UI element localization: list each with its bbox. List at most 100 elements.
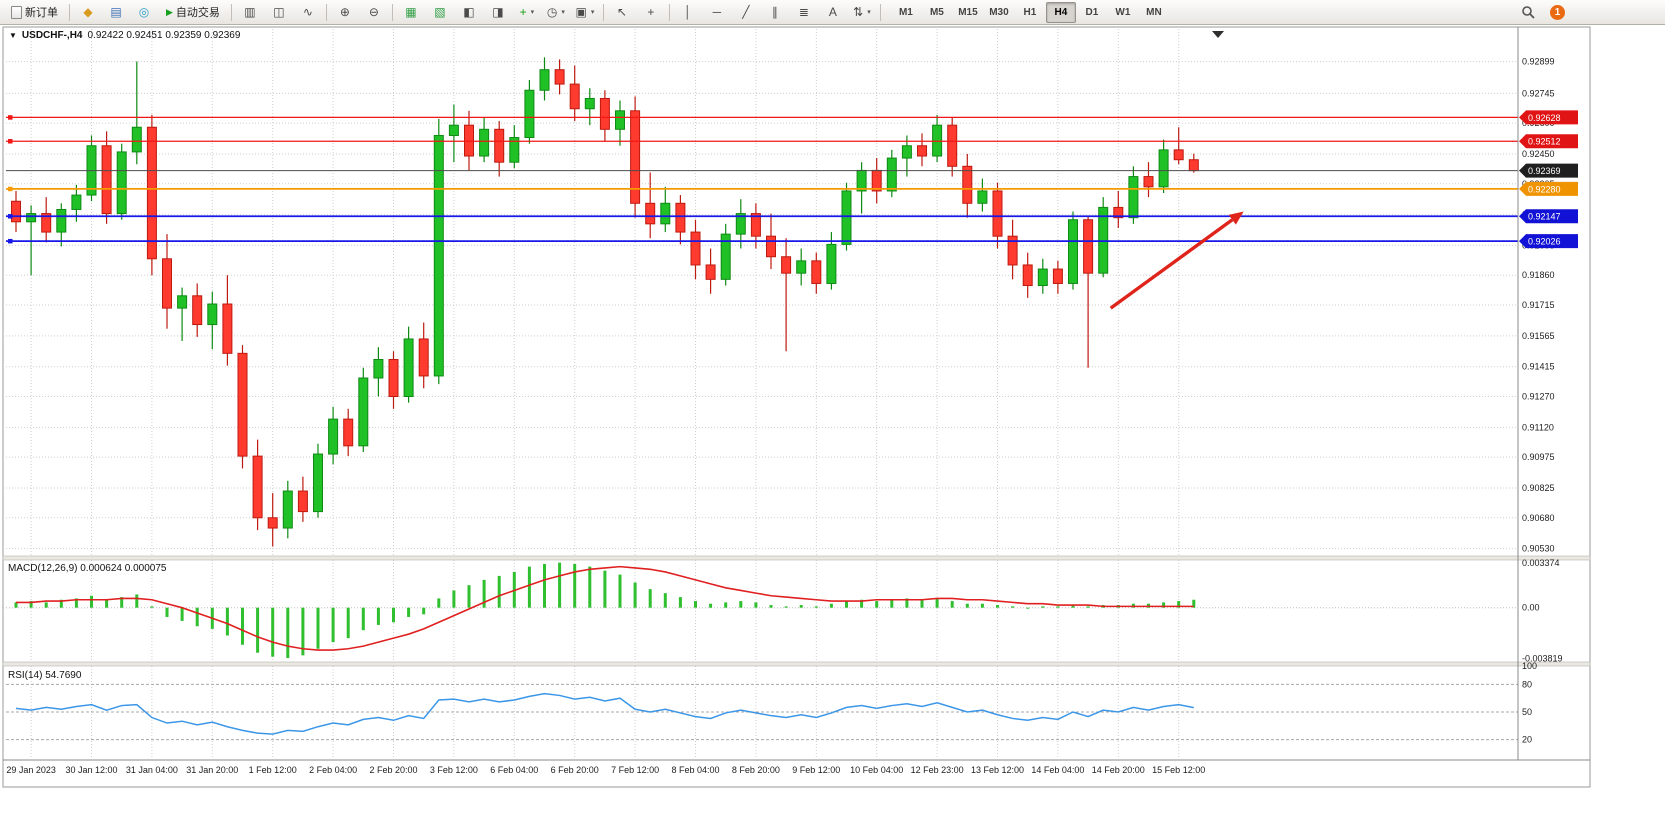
line-handle[interactable] — [8, 238, 13, 244]
trend-arrow-shaft[interactable] — [1109, 218, 1234, 310]
macd-bar — [573, 563, 577, 608]
candle — [796, 260, 807, 274]
candle — [554, 69, 565, 85]
zoom-out-icon[interactable]: ⊖ — [360, 1, 388, 24]
channel-icon[interactable]: ∥ — [761, 1, 789, 24]
pane-separator[interactable] — [2, 661, 1591, 667]
periods-button-glyph: ◷ — [546, 5, 558, 19]
new-order-button[interactable]: 新订单 — [4, 1, 65, 24]
dropdown-arrow-icon: ▾ — [530, 9, 535, 16]
candle — [71, 194, 82, 210]
timeframe-H4[interactable]: H4 — [1045, 1, 1076, 23]
macd-bar — [331, 607, 335, 643]
time-axis-label: 29 Jan 2023 — [6, 765, 56, 775]
price-axis-label: 0.90680 — [1522, 513, 1555, 523]
chart-menu-icon[interactable]: ▼ — [9, 31, 17, 40]
vertical-line-icon[interactable]: │ — [674, 1, 702, 24]
macd-bar — [754, 602, 758, 608]
cascade-windows-icon[interactable]: ▧ — [426, 1, 454, 24]
arrows-button[interactable]: ⇅ ▾ — [848, 1, 876, 24]
navigator-icon[interactable]: ◎ — [130, 1, 158, 24]
candle — [146, 126, 157, 260]
timeframe-M1[interactable]: M1 — [898, 6, 913, 18]
line-handle[interactable] — [8, 115, 13, 120]
cursor-icon[interactable]: ↖ — [608, 1, 636, 24]
macd-bar — [603, 570, 607, 608]
search-icon[interactable] — [1514, 1, 1542, 24]
price-badge-label: 0.92026 — [1528, 237, 1561, 247]
macd-bar — [59, 599, 63, 608]
chart-canvas[interactable]: 29 Jan 2023 30 Jan 12:00 31 Jan 04:00 31 Ja… — [0, 25, 1665, 838]
autotrading-button[interactable]: ▶ 自动交易 — [159, 1, 227, 24]
candle — [630, 110, 641, 204]
pane-separator[interactable] — [2, 555, 1591, 561]
timeframe-M5[interactable]: M5 — [929, 6, 944, 18]
candle — [690, 231, 701, 266]
candle — [720, 233, 731, 280]
candle — [766, 235, 776, 258]
trend-arrow-head[interactable] — [1228, 211, 1244, 225]
timeframe-M15[interactable]: M15 — [958, 6, 978, 18]
timeframe-M30[interactable]: M30 — [989, 6, 1009, 18]
timeframe-D1[interactable]: D1 — [1085, 6, 1099, 18]
chart-line-icon[interactable]: ∿ — [294, 1, 322, 24]
zoom-in-icon[interactable]: ⊕ — [331, 1, 359, 24]
zoom-in-icon-glyph: ⊕ — [339, 5, 350, 19]
crosshair-icon[interactable]: + — [637, 1, 665, 24]
macd-bar — [663, 593, 667, 608]
macd-bar — [422, 607, 426, 615]
macd-bar — [1177, 601, 1181, 608]
line-handle[interactable] — [8, 214, 13, 219]
time-axis[interactable] — [3, 761, 1518, 787]
fibonacci-icon[interactable]: ≣ — [790, 1, 818, 24]
macd-bar — [1086, 606, 1090, 608]
price-axis[interactable] — [1519, 27, 1590, 760]
metaeditor-icon[interactable]: ◆ — [74, 1, 102, 24]
time-axis-label: 12 Feb 23:00 — [911, 765, 964, 775]
macd-bar — [452, 590, 456, 608]
candle — [101, 145, 112, 215]
candle — [509, 137, 520, 163]
line-handle[interactable] — [8, 139, 13, 144]
macd-bar — [905, 598, 909, 608]
templates-button[interactable]: ▣ ▾ — [571, 1, 599, 24]
time-axis-label: 1 Feb 12:00 — [249, 765, 297, 775]
candle — [222, 303, 233, 354]
macd-bar — [678, 597, 682, 608]
candle — [267, 517, 278, 529]
macd-bar — [527, 566, 531, 608]
macd-bar — [996, 605, 999, 608]
time-axis-label: 6 Feb 20:00 — [551, 765, 599, 775]
channel-icon-glyph: ∥ — [771, 5, 778, 19]
market-watch-icon[interactable]: ▤ — [102, 1, 130, 24]
timeframe-H1[interactable]: H1 — [1023, 6, 1037, 18]
chart-forward-icon[interactable]: ◨ — [484, 1, 512, 24]
timeframe-MN[interactable]: MN — [1146, 6, 1162, 18]
notification-badge[interactable]: 1 — [1550, 4, 1565, 20]
text-icon[interactable]: A — [819, 1, 847, 24]
timeframe-W1[interactable]: W1 — [1115, 6, 1131, 18]
chart-symbol: USDCHF-,H4 — [21, 30, 83, 41]
chart-shift-marker[interactable] — [1212, 31, 1224, 38]
trendline-icon[interactable]: ╱ — [732, 1, 760, 24]
macd-bar — [376, 607, 380, 625]
macd-bar — [633, 582, 637, 608]
horizontal-line-icon[interactable]: ─ — [703, 1, 731, 24]
price-badge-label: 0.92280 — [1528, 184, 1561, 194]
tile-windows-icon[interactable]: ▦ — [397, 1, 425, 24]
periods-button[interactable]: ◷ ▾ — [542, 1, 570, 24]
macd-bar — [497, 575, 501, 608]
time-axis-label: 6 Feb 04:00 — [490, 765, 538, 775]
candle — [479, 128, 490, 157]
candle — [41, 213, 52, 233]
candle — [1022, 264, 1033, 287]
chart-bars-icon[interactable]: ▥ — [236, 1, 264, 24]
chart-candles-icon[interactable]: ◫ — [265, 1, 293, 24]
chart-back-icon[interactable]: ◧ — [455, 1, 483, 24]
macd-bar — [950, 601, 954, 608]
candle — [1052, 268, 1063, 284]
add-indicator-button[interactable]: + ▾ — [513, 1, 541, 24]
macd-bar — [739, 601, 743, 608]
cascade-windows-icon-glyph: ▧ — [434, 5, 446, 19]
line-handle[interactable] — [8, 186, 13, 192]
